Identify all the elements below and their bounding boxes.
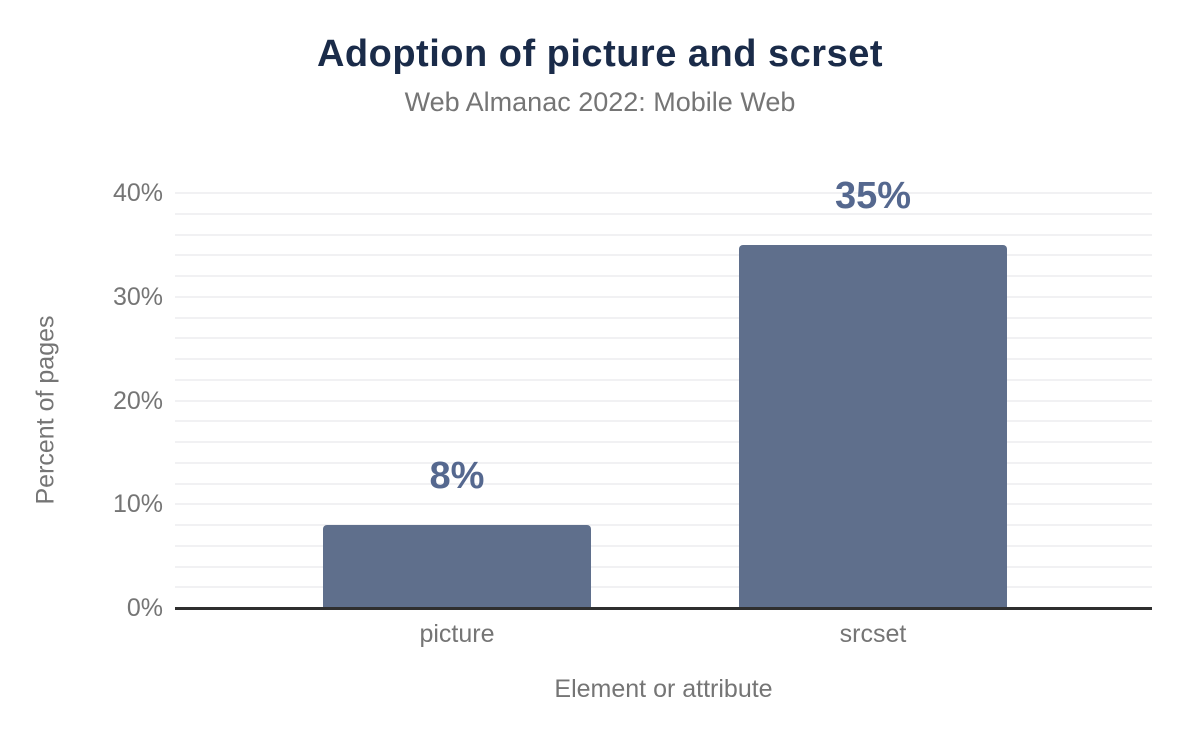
gridline bbox=[175, 337, 1152, 339]
y-tick-label: 40% bbox=[112, 179, 163, 207]
gridline bbox=[175, 586, 1152, 588]
x-axis-title: Element or attribute bbox=[554, 675, 773, 703]
bar-picture[interactable] bbox=[323, 525, 591, 608]
gridline bbox=[175, 524, 1152, 526]
bar-value-label: 8% bbox=[429, 455, 485, 497]
gridline bbox=[175, 213, 1152, 215]
gridline bbox=[175, 254, 1152, 256]
gridline bbox=[175, 234, 1152, 236]
gridline bbox=[175, 420, 1152, 422]
x-axis-line bbox=[175, 607, 1152, 610]
x-tick-label: srcset bbox=[839, 620, 907, 648]
chart-subtitle: Web Almanac 2022: Mobile Web bbox=[404, 87, 796, 117]
gridline bbox=[175, 483, 1152, 485]
gridline bbox=[175, 462, 1152, 464]
gridline bbox=[175, 441, 1152, 443]
gridline bbox=[175, 400, 1152, 402]
gridline bbox=[175, 358, 1152, 360]
gridline bbox=[175, 317, 1152, 319]
bar-value-label: 35% bbox=[834, 175, 912, 217]
gridline bbox=[175, 545, 1152, 547]
gridline bbox=[175, 275, 1152, 277]
gridline bbox=[175, 503, 1152, 505]
y-tick-label: 20% bbox=[112, 387, 163, 415]
gridline bbox=[175, 296, 1152, 298]
y-tick-label: 30% bbox=[112, 283, 163, 311]
gridline bbox=[175, 192, 1152, 194]
chart-title: Adoption of picture and scrset bbox=[316, 33, 884, 75]
x-tick-label: picture bbox=[419, 620, 495, 648]
gridline bbox=[175, 379, 1152, 381]
y-tick-label: 10% bbox=[112, 490, 163, 518]
gridline bbox=[175, 566, 1152, 568]
y-tick-label: 0% bbox=[126, 594, 163, 622]
bar-srcset[interactable] bbox=[739, 245, 1007, 608]
